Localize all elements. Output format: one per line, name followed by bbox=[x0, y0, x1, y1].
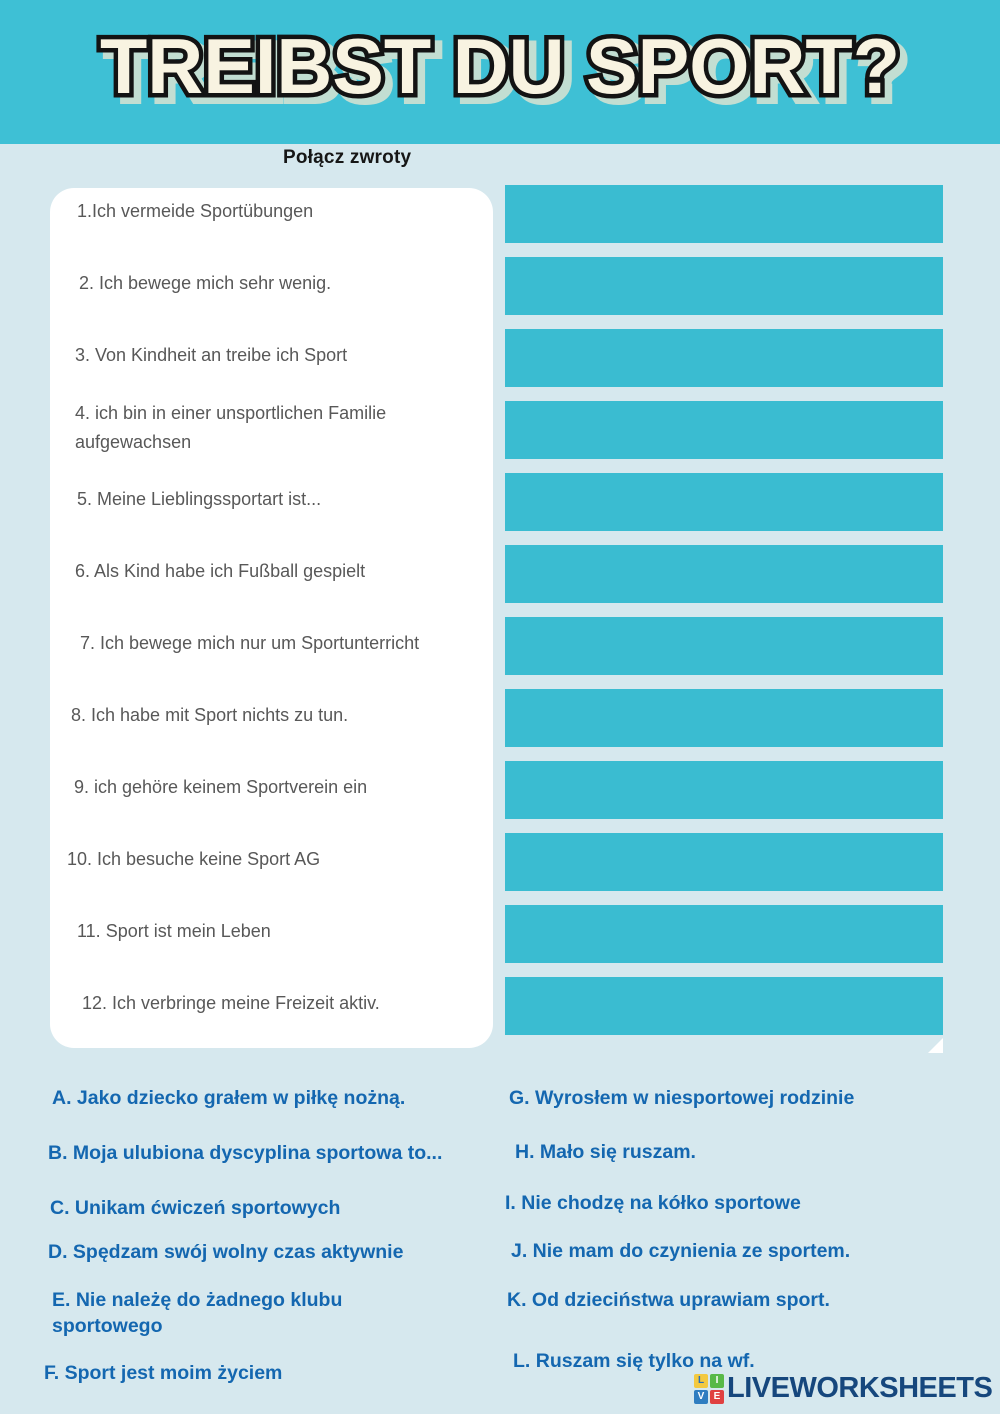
answer-key-item-B: B. Moja ulubiona dyscyplina sportowa to.… bbox=[48, 1142, 443, 1165]
answer-box-11[interactable] bbox=[505, 905, 943, 963]
answer-key-item-I: I. Nie chodzę na kółko sportowe bbox=[505, 1191, 801, 1214]
brand-wordmark: LIVEWORKSHEETS bbox=[727, 1372, 993, 1404]
logo-tile-i: I bbox=[710, 1373, 724, 1388]
phrase-item-1: 1.Ich vermeide Sportübungen bbox=[77, 201, 314, 222]
liveworksheets-logo-icon: L I V E bbox=[694, 1373, 724, 1404]
answer-key-item-D: D. Spędzam swój wolny czas aktywnie bbox=[48, 1241, 404, 1264]
page-title-shadow: TREIBST DU SPORT? bbox=[107, 28, 907, 116]
logo-tile-l: L bbox=[694, 1373, 708, 1388]
answer-key-item-F: F. Sport jest moim życiem bbox=[44, 1362, 283, 1385]
answer-key-item-H: H. Mało się ruszam. bbox=[515, 1141, 696, 1164]
answer-box-10[interactable] bbox=[505, 833, 943, 891]
answer-box-6[interactable] bbox=[505, 545, 943, 603]
page-title: TREIBST DU SPORT? bbox=[100, 22, 900, 110]
answer-key-item-A: A. Jako dziecko grałem w piłkę nożną. bbox=[52, 1087, 406, 1109]
answer-box-4[interactable] bbox=[505, 401, 943, 459]
answer-key-item-E: E. Nie należę do żadnego klubu sportoweg… bbox=[52, 1289, 343, 1337]
logo-tile-e: E bbox=[710, 1389, 724, 1404]
corner-notch-icon bbox=[928, 1038, 943, 1053]
answer-key-item-L: L. Ruszam się tylko na wf. bbox=[513, 1349, 755, 1372]
phrase-item-10: 10. Ich besuche keine Sport AG bbox=[67, 849, 321, 870]
answer-box-8[interactable] bbox=[505, 689, 943, 747]
answer-key-item-J: J. Nie mam do czynienia ze sportem. bbox=[511, 1240, 851, 1263]
phrases-list: 1.Ich vermeide Sportübungen 2. Ich beweg… bbox=[50, 183, 493, 1033]
answer-key-left-column: A. Jako dziecko grałem w piłkę nożną. B.… bbox=[44, 1086, 496, 1386]
phrase-item-4: 4. ich bin in einer unsportlichen Famili… bbox=[75, 403, 387, 452]
answer-box-12[interactable] bbox=[505, 977, 943, 1035]
answer-box-2[interactable] bbox=[505, 257, 943, 315]
phrase-item-11: 11. Sport ist mein Leben bbox=[77, 921, 271, 942]
answer-box-3[interactable] bbox=[505, 329, 943, 387]
answer-box-1[interactable] bbox=[505, 185, 943, 243]
answer-box-7[interactable] bbox=[505, 617, 943, 675]
answer-box-5[interactable] bbox=[505, 473, 943, 531]
liveworksheets-brand: L I V E LIVEWORKSHEETS bbox=[694, 1372, 993, 1405]
answer-key-item-C: C. Unikam ćwiczeń sportowych bbox=[50, 1196, 341, 1219]
phrase-item-5: 5. Meine Lieblingssportart ist... bbox=[77, 489, 322, 510]
phrase-item-8: 8. Ich habe mit Sport nichts zu tun. bbox=[71, 705, 349, 726]
instruction-label: Połącz zwroty bbox=[283, 147, 412, 168]
answer-key-item-G: G. Wyrosłem w niesportowej rodzinie bbox=[509, 1087, 855, 1109]
phrases-panel bbox=[50, 188, 493, 1048]
answer-key-item-K: K. Od dzieciństwa uprawiam sport. bbox=[507, 1289, 830, 1312]
phrase-item-3: 3. Von Kindheit an treibe ich Sport bbox=[75, 345, 348, 366]
phrase-item-12: 12. Ich verbringe meine Freizeit aktiv. bbox=[82, 993, 380, 1014]
answer-box-9[interactable] bbox=[505, 761, 943, 819]
phrase-item-7: 7. Ich bewege mich nur um Sportunterrich… bbox=[80, 633, 420, 654]
phrase-item-6: 6. Als Kind habe ich Fußball gespielt bbox=[75, 561, 366, 582]
answer-key-right-column: G. Wyrosłem w niesportowej rodzinie H. M… bbox=[505, 1086, 965, 1374]
answer-boxes bbox=[505, 185, 943, 1035]
header-banner: TREIBST DU SPORT? TREIBST DU SPORT? bbox=[0, 0, 1000, 144]
logo-tile-v: V bbox=[694, 1389, 708, 1404]
title-art: TREIBST DU SPORT? TREIBST DU SPORT? bbox=[96, 18, 913, 122]
phrase-item-9: 9. ich gehöre keinem Sportverein ein bbox=[74, 777, 368, 798]
phrase-item-2: 2. Ich bewege mich sehr wenig. bbox=[79, 273, 332, 294]
